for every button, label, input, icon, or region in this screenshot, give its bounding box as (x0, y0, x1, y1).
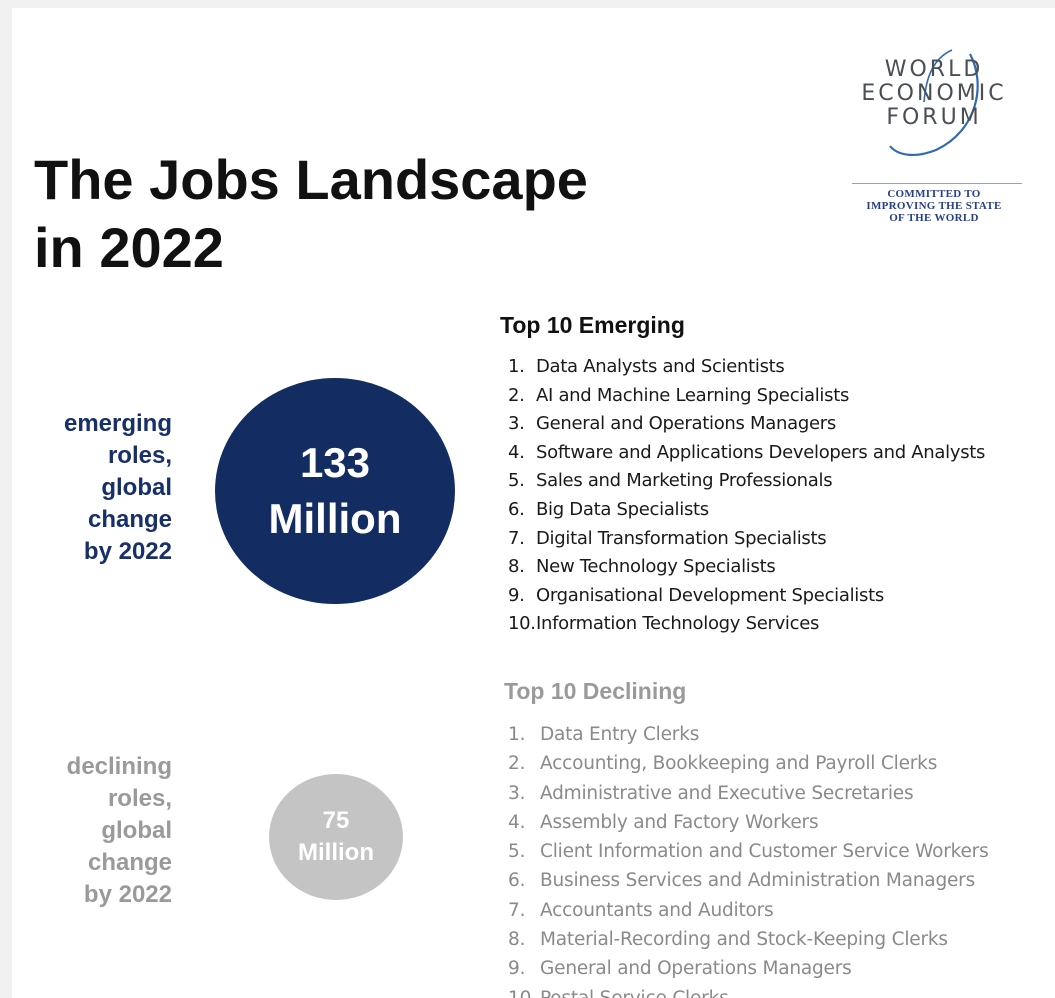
list-item-number: 7. (508, 527, 525, 549)
logo-word-economic: ECONOMIC (861, 81, 1007, 106)
declining-label-line: roles, (107, 785, 172, 812)
list-item-text: Organisational Development Specialists (536, 584, 884, 606)
logo-tagline-3: OF THE WORLD (889, 212, 979, 224)
list-item-text: General and Operations Managers (540, 958, 852, 980)
declining-list-item: 2. Accounting, Bookkeeping and Payroll Cl… (508, 749, 989, 778)
title-line-2: in 2022 (34, 216, 224, 279)
logo-word-forum: FORUM (886, 105, 982, 130)
declining-label-line: change (87, 849, 172, 876)
declining-list-item: 4. Assembly and Factory Workers (508, 808, 989, 837)
infographic-card: The Jobs Landscape in 2022 WORLD ECONOMI… (12, 8, 1055, 998)
declining-list-item: 9. General and Operations Managers (508, 954, 989, 983)
list-item-text: Client Information and Customer Service … (540, 841, 989, 863)
emerging-total-unit: Million (268, 495, 402, 542)
emerging-list-item: 1. Data Analysts and Scientists (508, 353, 985, 382)
list-item-text: Business Services and Administration Man… (540, 870, 976, 892)
list-item-number: 2. (508, 753, 526, 775)
list-item-number: 6. (508, 870, 526, 892)
list-item-number: 1. (508, 724, 526, 745)
emerging-roles-label: emerging roles, global change by 2022 (12, 408, 172, 568)
emerging-label-line: change (87, 506, 172, 533)
emerging-list-item: 10.Information Technology Services (508, 610, 985, 639)
list-item-text: Assembly and Factory Workers (540, 811, 819, 833)
logo-tagline-2: IMPROVING THE STATE (866, 200, 1002, 212)
list-item-text: Accountants and Auditors (540, 899, 774, 921)
globe-arc-icon (889, 49, 979, 156)
list-item-text: Information Technology Services (536, 613, 820, 635)
declining-list-item: 8. Material-Recording and Stock-Keeping C… (508, 925, 989, 954)
list-item-text: Data Entry Clerks (540, 724, 700, 745)
list-item-number: 5. (508, 841, 526, 863)
list-item-text: New Technology Specialists (536, 556, 776, 578)
list-item-number: 8. (508, 556, 525, 578)
declining-list-item: 7. Accountants and Auditors (508, 896, 989, 925)
emerging-list-item: 2. AI and Machine Learning Specialists (508, 382, 985, 411)
list-item-text: Postal Service Clerks (540, 988, 729, 998)
list-item-number: 8. (508, 929, 526, 951)
declining-total-circle: 75 Million (269, 774, 403, 900)
title-line-1: The Jobs Landscape (34, 148, 588, 211)
list-item-text: General and Operations Managers (536, 413, 836, 435)
list-item-number: 1. (508, 356, 525, 377)
emerging-list-item: 8. New Technology Specialists (508, 553, 985, 582)
page-title: The Jobs Landscape in 2022 (34, 146, 734, 282)
emerging-list-item: 5. Sales and Marketing Professionals (508, 467, 985, 496)
emerging-list-item: 9. Organisational Development Specialists (508, 582, 985, 611)
list-item-text: Sales and Marketing Professionals (536, 470, 833, 492)
list-item-number: 3. (508, 782, 526, 804)
emerging-label-line: global (101, 474, 172, 501)
list-item-number: 4. (508, 811, 526, 833)
declining-roles-label: declining roles, global change by 2022 (12, 751, 172, 911)
list-item-text: Big Data Specialists (536, 498, 709, 520)
list-item-text: Material-Recording and Stock-Keeping Cle… (540, 929, 948, 951)
declining-list-item: 6. Business Services and Administration M… (508, 866, 989, 895)
emerging-list-item: 3. General and Operations Managers (508, 410, 985, 439)
list-item-number: 4. (508, 441, 525, 463)
list-item-number: 7. (508, 899, 526, 921)
wef-logo: WORLD ECONOMIC FORUM COMMITTED TO IMPROV… (844, 46, 1024, 246)
list-item-number: 5. (508, 470, 525, 492)
emerging-total-number: 133 (299, 439, 371, 486)
declining-total-number: 75 (322, 807, 350, 834)
emerging-label-line: by 2022 (83, 538, 172, 565)
list-item-number: 9. (508, 584, 525, 606)
logo-tagline-1: COMMITTED TO (887, 188, 981, 200)
list-item-number: 2. (508, 384, 525, 406)
logo-divider (852, 183, 1022, 184)
emerging-list-title: Top 10 Emerging (500, 312, 685, 338)
declining-list-item: 10.Postal Service Clerks (508, 984, 989, 998)
list-item-number: 9. (508, 958, 526, 980)
list-item-text: Software and Applications Developers and… (536, 441, 986, 463)
emerging-label-line: roles, (107, 442, 172, 469)
declining-total-unit: Million (298, 839, 374, 866)
list-item-number: 10. (508, 613, 536, 635)
declining-list-item: 5. Client Information and Customer Servic… (508, 837, 989, 866)
emerging-list: 1. Data Analysts and Scientists 2. AI and M… (508, 353, 985, 639)
declining-label-line: global (101, 817, 172, 844)
list-item-number: 10. (508, 984, 540, 998)
emerging-total-circle: 133 Million (215, 378, 455, 604)
list-item-number: 6. (508, 498, 525, 520)
declining-label-line: by 2022 (83, 881, 172, 908)
declining-list-item: 3. Administrative and Executive Secretari… (508, 779, 989, 808)
list-item-text: Data Analysts and Scientists (536, 356, 785, 377)
declining-list: 1. Data Entry Clerks 2. Accounting, Bookkee… (508, 720, 989, 998)
list-item-text: Digital Transformation Specialists (536, 527, 827, 549)
list-item-text: AI and Machine Learning Specialists (536, 384, 850, 406)
emerging-label-line: emerging (63, 410, 172, 437)
list-item-text: Accounting, Bookkeeping and Payroll Cler… (540, 753, 938, 775)
declining-list-title: Top 10 Declining (504, 678, 687, 704)
list-item-number: 3. (508, 413, 525, 435)
declining-list-item: 1. Data Entry Clerks (508, 720, 989, 749)
emerging-list-item: 6. Big Data Specialists (508, 496, 985, 525)
emerging-list-item: 7. Digital Transformation Specialists (508, 525, 985, 554)
declining-label-line: declining (66, 753, 172, 780)
logo-word-world: WORLD (884, 57, 984, 82)
list-item-text: Administrative and Executive Secretaries (540, 782, 914, 804)
emerging-list-item: 4. Software and Applications Developers a… (508, 439, 985, 468)
